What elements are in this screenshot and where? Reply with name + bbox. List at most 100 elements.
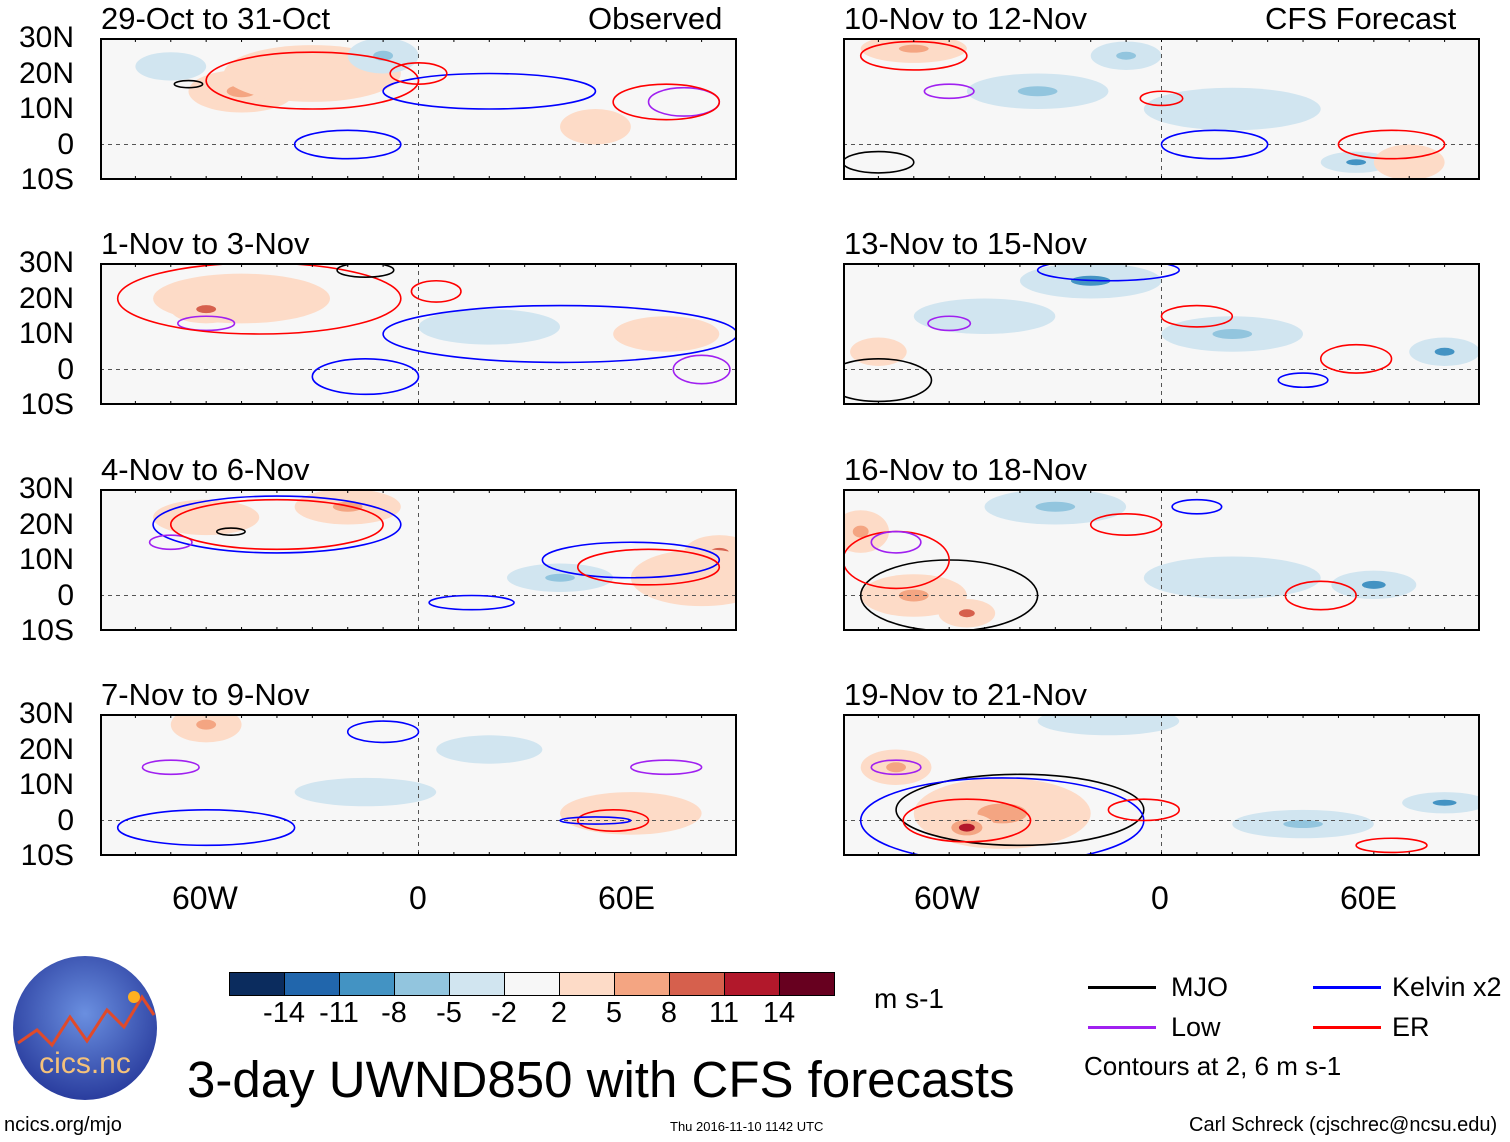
lat-label: 10S — [20, 163, 74, 196]
contour-mjo — [843, 150, 915, 174]
anomaly-shading — [474, 745, 505, 754]
contour-kelvin — [1171, 498, 1223, 515]
contour-mjo — [895, 773, 1145, 847]
contour-kelvin — [1036, 263, 1180, 282]
contour-kelvin — [116, 809, 296, 847]
colorbar-label: 2 — [550, 997, 568, 1029]
lat-label: 30N — [18, 246, 74, 279]
anomaly-shading — [1399, 157, 1420, 168]
svg-text:cics.nc: cics.nc — [39, 1047, 131, 1080]
colorbar-label: -14 — [263, 997, 305, 1029]
contour-er — [1284, 580, 1357, 611]
legend-label-low: Low — [1171, 1012, 1221, 1042]
contour-low — [141, 759, 200, 776]
colorbar-swatch — [504, 972, 560, 996]
contour-kelvin — [311, 358, 420, 396]
panel-title: 7-Nov to 9-Nov — [101, 677, 310, 712]
contour-kelvin — [293, 129, 402, 160]
anomaly-shading — [160, 62, 181, 71]
anomaly-shading — [1116, 51, 1137, 60]
map-panel — [100, 714, 737, 856]
anomaly-shading — [1035, 501, 1076, 512]
lon-label: 60W — [914, 880, 980, 916]
contour-kelvin — [152, 495, 402, 554]
source-url[interactable]: ncics.org/mjo — [4, 1114, 122, 1136]
colorbar-label: -8 — [381, 997, 407, 1029]
lat-label: 30N — [18, 697, 74, 730]
contour-er — [612, 83, 721, 121]
legend-label-mjo: MJO — [1171, 972, 1228, 1002]
anomaly-shading — [651, 329, 682, 339]
contour-er — [169, 498, 384, 551]
contour-kelvin — [346, 720, 420, 744]
contour-er — [1107, 798, 1180, 822]
map-panel — [843, 38, 1480, 180]
contour-low — [923, 83, 975, 100]
figure-title: 3-day UWND850 with CFS forecasts — [187, 1051, 1015, 1108]
panel-title: 1-Nov to 3-Nov — [101, 226, 310, 261]
anomaly-shading — [1212, 329, 1253, 339]
contour-low — [630, 759, 703, 776]
anomaly-shading — [196, 305, 217, 314]
lat-label: 10N — [18, 317, 74, 350]
contour-er — [1089, 513, 1163, 536]
lon-label: 60E — [598, 880, 655, 916]
anomaly-shading — [345, 788, 386, 797]
lat-label: 30N — [18, 21, 74, 54]
colorbar-swatch — [284, 972, 340, 996]
contour-mjo — [215, 527, 246, 536]
colorbar-swatch — [229, 972, 285, 996]
contour-er — [116, 263, 402, 335]
colorbar-label: 5 — [605, 997, 623, 1029]
cics-logo: cics.nc — [13, 956, 157, 1100]
lon-label: 0 — [1151, 880, 1169, 916]
colorbar-swatch — [614, 972, 670, 996]
author-credit: Carl Schreck (cjschrec@ncsu.edu) — [1189, 1114, 1498, 1136]
contour-low — [870, 759, 922, 776]
contour-kelvin — [1277, 372, 1329, 389]
colorbar-label: -11 — [319, 997, 359, 1029]
contour-low — [672, 354, 731, 385]
contour-er — [1337, 129, 1446, 160]
panel-title: 10-Nov to 12-Nov — [844, 1, 1087, 36]
anomaly-shading — [1432, 799, 1457, 806]
anomaly-shading — [1017, 86, 1058, 97]
anomaly-shading — [1346, 159, 1367, 166]
contour-kelvin — [428, 594, 515, 611]
panel-title: 4-Nov to 6-Nov — [101, 452, 310, 487]
colorbar-swatch — [724, 972, 780, 996]
contour-note: Contours at 2, 6 m s-1 — [1084, 1051, 1342, 1081]
anomaly-shading — [545, 573, 575, 582]
contour-er — [1139, 90, 1184, 107]
anomaly-shading — [852, 525, 869, 538]
lon-label: 0 — [409, 880, 427, 916]
colorbar-units: m s-1 — [874, 983, 944, 1014]
anomaly-shading — [958, 609, 975, 618]
anomaly-shading — [870, 347, 887, 356]
anomaly-shading — [1434, 347, 1455, 356]
anomaly-shading — [1361, 580, 1386, 589]
colorbar-swatch — [559, 972, 615, 996]
anomaly-shading — [287, 65, 338, 82]
colorbar-label: 8 — [660, 997, 678, 1029]
anomaly-shading — [469, 321, 510, 332]
legend-line-low — [1088, 1026, 1156, 1029]
contour-mjo — [173, 79, 204, 89]
lat-label: 10N — [18, 768, 74, 801]
colorbar-swatch — [779, 972, 835, 996]
lat-label: 10N — [18, 543, 74, 576]
anomaly-shading — [886, 762, 906, 773]
anomaly-shading — [958, 823, 975, 832]
anomaly-shading — [1088, 717, 1129, 726]
contour-kelvin — [541, 541, 721, 579]
contour-er — [1160, 304, 1234, 328]
contour-kelvin — [382, 72, 597, 110]
anomaly-shading — [1283, 820, 1323, 829]
lat-label: 0 — [57, 578, 74, 612]
map-panel — [100, 263, 737, 405]
anomaly-shading — [964, 311, 1005, 322]
contour-er — [1319, 343, 1393, 374]
lat-label: 10S — [20, 388, 74, 421]
panel-title: 29-Oct to 31-Oct — [101, 1, 331, 36]
panel-title: 16-Nov to 18-Nov — [844, 452, 1087, 487]
